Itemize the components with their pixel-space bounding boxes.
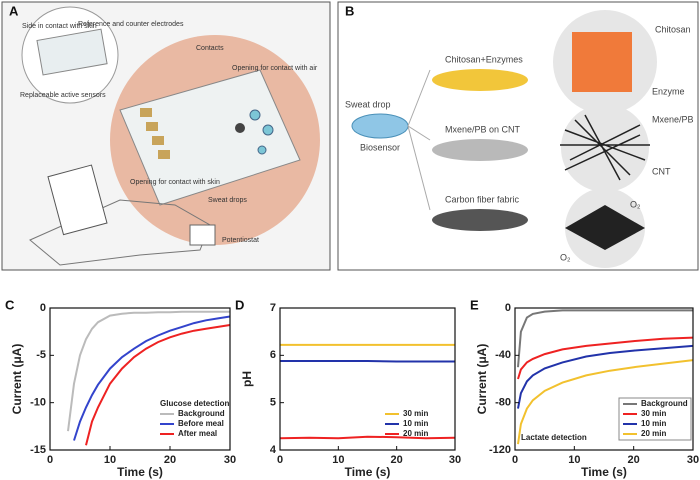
x-axis-label: Time (s)	[345, 465, 391, 479]
series-line	[279, 435, 456, 440]
legend-label: 10 min	[641, 419, 666, 428]
label: Enzyme	[652, 86, 685, 96]
y-tick-label: -120	[489, 444, 511, 456]
y-axis-label: Current (μA)	[10, 344, 24, 415]
y-axis-label: Current (μA)	[475, 344, 489, 415]
y-tick-label: 7	[270, 302, 276, 314]
y-tick-label: 0	[40, 302, 46, 314]
fabric	[565, 205, 645, 250]
electrode	[235, 123, 245, 133]
legend-label: Before meal	[178, 419, 224, 428]
y-tick-label: 0	[505, 302, 511, 314]
mxene-layer	[432, 139, 528, 161]
fiber-layer	[432, 209, 528, 231]
label: Sweat drops	[208, 197, 247, 204]
series-line	[67, 310, 230, 432]
label: Reference and counter electrodes	[78, 21, 184, 28]
label: Opening for contact with air	[232, 65, 318, 72]
label: Carbon fiber fabric	[445, 194, 520, 204]
y-tick-label: 5	[270, 397, 276, 409]
series-line	[280, 360, 455, 363]
label: Chitosan	[655, 24, 691, 34]
label: Biosensor	[360, 142, 400, 152]
legend-label: 30 min	[641, 409, 666, 418]
label: O₂	[560, 252, 571, 262]
y-axis-label: pH	[240, 371, 254, 387]
legend-label: 20 min	[641, 429, 666, 438]
sensor-openings	[249, 109, 274, 155]
legend-label: 30 min	[403, 409, 428, 418]
series-line	[85, 324, 231, 446]
sweat-drop	[351, 113, 409, 139]
branches	[407, 69, 431, 211]
x-tick-label: 20	[164, 454, 176, 466]
x-tick-label: 10	[332, 454, 344, 466]
bg-circle	[561, 104, 649, 192]
series-line	[517, 336, 694, 380]
label: Potentiostat	[222, 237, 259, 244]
annotation: Lactate detection	[521, 433, 587, 442]
series-line	[517, 309, 693, 368]
contacts	[140, 108, 170, 159]
x-tick-label: 30	[449, 454, 461, 466]
series-line	[73, 315, 231, 441]
phone	[47, 164, 108, 236]
potentiostat-box	[189, 224, 216, 246]
label: Replaceable active sensors	[20, 92, 106, 99]
plot-frame	[49, 307, 231, 451]
x-tick-label: 0	[47, 454, 53, 466]
label: O₂	[630, 199, 641, 209]
x-tick-label: 20	[628, 454, 640, 466]
panel-letter: A	[9, 3, 19, 18]
x-axis-label: Time (s)	[581, 465, 627, 479]
legend-label: 20 min	[403, 429, 428, 438]
label: Opening for contact with skin	[130, 179, 220, 186]
y-tick-label: -5	[36, 349, 46, 361]
panel-letter: C	[5, 297, 15, 312]
y-tick-label: -40	[495, 349, 511, 361]
label: Mxene/PB	[652, 114, 694, 124]
plot-frame	[514, 307, 694, 451]
legend-label: Background	[641, 399, 688, 408]
chitosan-layer	[432, 69, 528, 91]
label: Side in contact with skin	[22, 23, 97, 30]
x-tick-label: 0	[277, 454, 283, 466]
legend-label: Background	[178, 409, 225, 418]
panel-letter: D	[235, 297, 244, 312]
x-tick-label: 30	[687, 454, 699, 466]
x-tick-label: 10	[568, 454, 580, 466]
x-tick-label: 20	[391, 454, 403, 466]
x-tick-label: 0	[512, 454, 518, 466]
y-tick-label: -15	[30, 444, 46, 456]
chitosan-cube	[572, 32, 632, 92]
y-tick-label: 4	[270, 444, 277, 456]
legend-label: After meal	[178, 429, 217, 438]
label: Contacts	[196, 45, 224, 52]
legend-label: 10 min	[403, 419, 428, 428]
label: CNT	[652, 166, 671, 176]
series-line	[517, 359, 694, 445]
small-sensor	[36, 28, 108, 76]
label: Mxene/PB on CNT	[445, 124, 521, 134]
y-tick-label: 6	[270, 349, 276, 361]
panel-letter: E	[470, 297, 479, 312]
x-tick-label: 10	[104, 454, 116, 466]
x-axis-label: Time (s)	[117, 465, 163, 479]
sensor-patch	[119, 69, 301, 206]
legend-title: Glucose detection	[160, 399, 229, 408]
panel-letter: B	[345, 3, 354, 18]
label: Chitosan+Enzymes	[445, 54, 523, 64]
x-tick-label: 30	[224, 454, 236, 466]
plot-frame	[279, 307, 456, 451]
label: Sweat drop	[345, 99, 391, 109]
y-tick-label: -80	[495, 397, 511, 409]
series-line	[517, 344, 694, 409]
cnt-mesh	[560, 114, 650, 181]
y-tick-label: -10	[30, 397, 46, 409]
